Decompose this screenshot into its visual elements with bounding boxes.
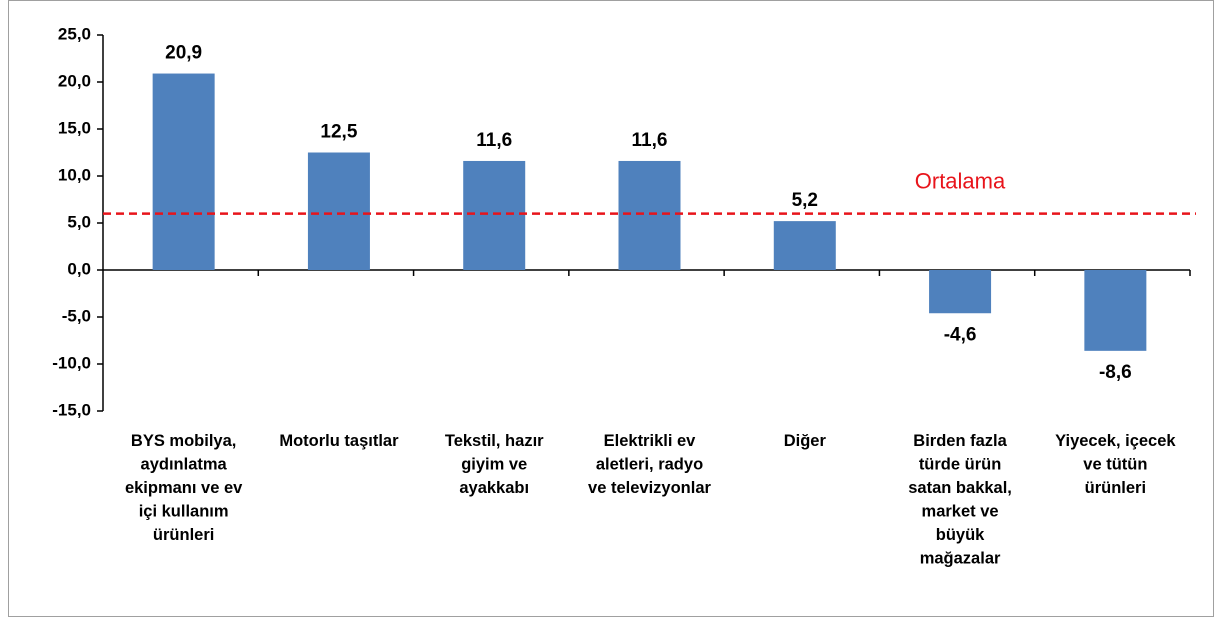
y-tick-label: 20,0 bbox=[58, 71, 91, 90]
y-tick-label: 25,0 bbox=[58, 24, 91, 43]
data-label: 11,6 bbox=[632, 130, 668, 151]
category-line: ürünleri bbox=[153, 526, 214, 544]
category-line: Tekstil, hazır bbox=[445, 432, 544, 450]
data-label: 5,2 bbox=[792, 190, 818, 211]
x-tick-label: Yiyecek, içecek ve tütün ürünleri bbox=[1055, 432, 1176, 497]
category-line: Motorlu taşıtlar bbox=[279, 432, 399, 450]
data-label: -8,6 bbox=[1099, 362, 1132, 383]
y-tick-label: -15,0 bbox=[52, 400, 91, 419]
category-line: ürünleri bbox=[1085, 479, 1146, 497]
reference-label: Ortalama bbox=[915, 168, 1006, 193]
category-line: ve tütün bbox=[1083, 456, 1147, 474]
category-line: türde ürün bbox=[919, 456, 1002, 474]
category-line: ve televizyonlar bbox=[588, 479, 711, 497]
x-tick-label: Diğer bbox=[784, 432, 827, 450]
bar bbox=[618, 160, 681, 270]
x-tick-label: Elektrikli ev aletleri, radyo ve televizyo… bbox=[588, 432, 711, 497]
category-line: ayakkabı bbox=[459, 479, 529, 497]
y-tick-label: 10,0 bbox=[58, 165, 91, 184]
category-line: içi kullanım bbox=[139, 503, 229, 521]
x-tick-label: Birden fazla türde ürün satan bakkal, marke… bbox=[908, 432, 1012, 568]
category-line: giyim ve bbox=[461, 456, 527, 474]
category-line: Diğer bbox=[784, 432, 827, 450]
bar bbox=[152, 73, 215, 270]
y-tick-label: 15,0 bbox=[58, 118, 91, 137]
category-line: Yiyecek, içecek bbox=[1055, 432, 1176, 450]
category-line: Birden fazla bbox=[913, 432, 1007, 450]
y-tick-label: -5,0 bbox=[62, 306, 91, 325]
bar bbox=[307, 152, 370, 270]
bar bbox=[773, 221, 836, 270]
data-label: 20,9 bbox=[165, 43, 202, 64]
category-line: ekipmanı ve ev bbox=[125, 479, 243, 497]
category-line: Elektrikli ev bbox=[604, 432, 697, 450]
y-tick-label: -10,0 bbox=[52, 353, 91, 372]
category-line: büyük bbox=[936, 526, 985, 544]
bar bbox=[463, 160, 526, 270]
bar bbox=[1084, 270, 1147, 351]
data-label: -4,6 bbox=[944, 324, 977, 345]
y-tick-label: 5,0 bbox=[67, 212, 91, 231]
x-tick-label: BYS mobilya, aydınlatma ekipmanı ve ev içi … bbox=[125, 432, 243, 544]
data-label: 11,6 bbox=[476, 130, 512, 151]
category-line: aydınlatma bbox=[141, 456, 228, 474]
y-tick-label: 0,0 bbox=[67, 259, 91, 278]
category-line: mağazalar bbox=[920, 550, 1001, 568]
data-label: 12,5 bbox=[320, 122, 357, 143]
category-line: satan bakkal, bbox=[908, 479, 1012, 497]
category-line: aletleri, radyo bbox=[596, 456, 703, 474]
category-line: market ve bbox=[922, 503, 999, 521]
x-tick-label: Tekstil, hazır giyim ve ayakkabı bbox=[445, 432, 544, 497]
frame bbox=[8, 0, 1214, 617]
bar bbox=[929, 270, 992, 314]
category-line: BYS mobilya, bbox=[131, 432, 236, 450]
x-tick-label: Motorlu taşıtlar bbox=[279, 432, 399, 450]
